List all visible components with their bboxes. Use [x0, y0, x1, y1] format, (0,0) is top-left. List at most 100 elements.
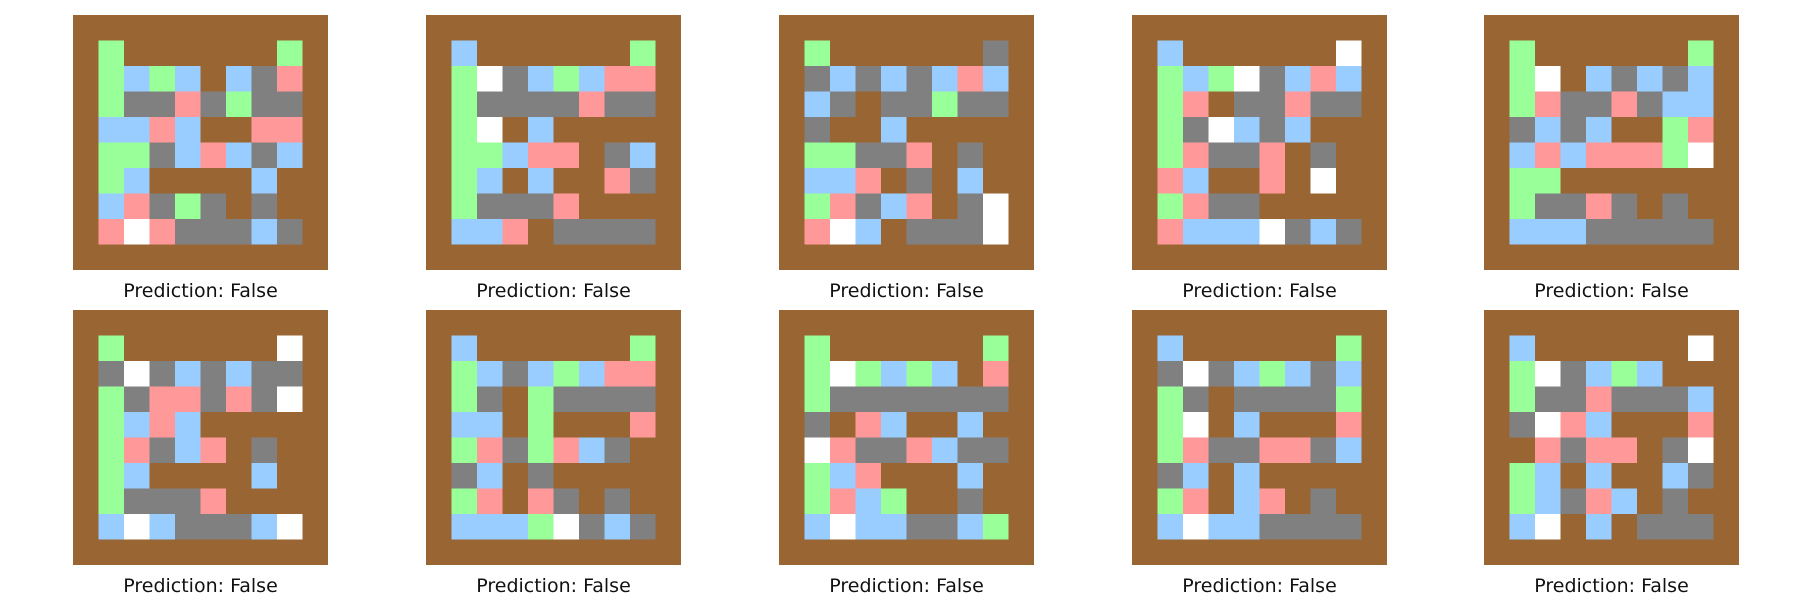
grid-cell [98, 412, 125, 439]
grid-cell [226, 117, 253, 144]
grid-cell [1008, 142, 1034, 169]
grid-cell [604, 168, 631, 195]
grid-cell [1361, 91, 1387, 118]
grid-cell [1637, 310, 1664, 337]
grid-cell [1132, 117, 1159, 144]
grid-cell [175, 488, 202, 515]
grid-cell [502, 539, 529, 565]
grid-cell [1535, 488, 1562, 515]
grid-cell [277, 488, 304, 515]
grid-cell [1208, 361, 1235, 388]
grid-cell [426, 142, 453, 169]
grid-cell [1285, 437, 1312, 464]
grid-cell [200, 335, 227, 362]
grid-cell [1157, 244, 1184, 270]
grid-cell [1208, 437, 1235, 464]
grid-cell [502, 361, 529, 388]
grid-cell [630, 142, 657, 169]
grid-cell [149, 168, 176, 195]
grid-cell [277, 168, 304, 195]
grid-cell [502, 514, 529, 541]
grid-cell [175, 539, 202, 565]
grid-cell [1132, 437, 1159, 464]
grid-cell [502, 244, 529, 270]
grid-cell [124, 244, 151, 270]
grid-cell [855, 168, 882, 195]
grid-cell [1509, 219, 1536, 246]
grid-cell [124, 117, 151, 144]
grid-cell [251, 168, 278, 195]
grid-cell [1310, 310, 1337, 337]
grid-cell [1259, 386, 1286, 413]
grid-cell [1208, 219, 1235, 246]
grid-cell [604, 437, 631, 464]
grid-cell [630, 66, 657, 93]
grid-cell [73, 437, 100, 464]
grid-cell [983, 117, 1010, 144]
grid-cell [906, 15, 933, 42]
grid-cell [579, 193, 606, 220]
grid-cell [804, 168, 831, 195]
grid-cell [1259, 437, 1286, 464]
grid-cell [1132, 142, 1159, 169]
grid-cell [73, 15, 100, 42]
maze-grid [1132, 15, 1387, 270]
grid-cell [1361, 117, 1387, 144]
grid-cell [1662, 361, 1689, 388]
grid-cell [579, 168, 606, 195]
grid-cell [553, 168, 580, 195]
grid-cell [277, 514, 304, 541]
grid-cell [932, 539, 959, 565]
grid-cell [149, 514, 176, 541]
grid-cell [1336, 310, 1363, 337]
grid-cell [1234, 514, 1261, 541]
grid-cell [1509, 66, 1536, 93]
grid-cell [1132, 335, 1159, 362]
grid-cell [604, 40, 631, 67]
grid-cell [1611, 463, 1638, 490]
grid-cell [1688, 91, 1715, 118]
grid-cell [1662, 310, 1689, 337]
grid-cell [451, 514, 478, 541]
grid-cell [73, 361, 100, 388]
grid-cell [200, 310, 227, 337]
grid-cell [98, 168, 125, 195]
grid-cell [1234, 335, 1261, 362]
grid-cell [579, 15, 606, 42]
grid-cell [604, 335, 631, 362]
grid-cell [1713, 437, 1739, 464]
maze-grid [1484, 310, 1739, 565]
grid-cell [906, 437, 933, 464]
grid-cell [1285, 361, 1312, 388]
grid-cell [149, 463, 176, 490]
grid-cell [226, 488, 253, 515]
grid-cell [302, 310, 328, 337]
grid-cell [855, 91, 882, 118]
grid-cell [1662, 437, 1689, 464]
grid-cell [1713, 361, 1739, 388]
grid-cell [1310, 386, 1337, 413]
grid-cell [579, 142, 606, 169]
grid-cell [200, 142, 227, 169]
grid-cell [830, 488, 857, 515]
grid-cell [1008, 244, 1034, 270]
grid-cell [451, 386, 478, 413]
grid-cell [124, 142, 151, 169]
grid-cell [1259, 335, 1286, 362]
grid-cell [502, 335, 529, 362]
grid-cell [226, 514, 253, 541]
grid-cell [779, 244, 806, 270]
grid-cell [175, 361, 202, 388]
grid-cell [1008, 91, 1034, 118]
grid-cell [149, 117, 176, 144]
grid-cell [1157, 219, 1184, 246]
grid-cell [226, 219, 253, 246]
grid-cell [1361, 514, 1387, 541]
grid-cell [1560, 219, 1587, 246]
grid-cell [579, 40, 606, 67]
grid-cell [149, 193, 176, 220]
grid-cell [579, 310, 606, 337]
grid-cell [804, 193, 831, 220]
grid-cell [1713, 91, 1739, 118]
grid-cell [528, 488, 555, 515]
